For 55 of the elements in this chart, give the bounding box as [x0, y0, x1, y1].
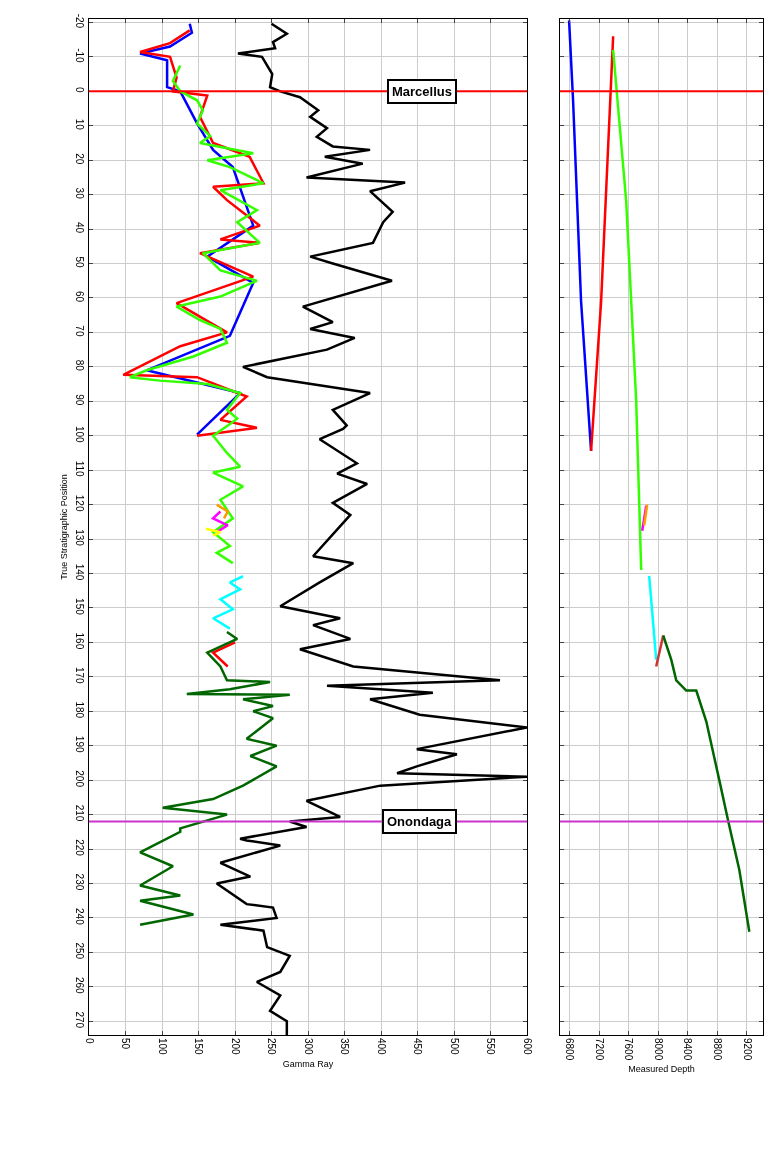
y-tick-label: -20 — [74, 13, 85, 29]
y-tick-label: 170 — [74, 666, 85, 685]
y-tick-label: 40 — [74, 222, 85, 234]
x-tick-label: 450 — [412, 1038, 424, 1056]
x-tick-label: 8800 — [711, 1038, 723, 1061]
x-tick-label: 50 — [120, 1038, 132, 1050]
y-tick-label: 140 — [74, 563, 85, 581]
y-tick-label: 150 — [74, 598, 85, 616]
y-tick-label: 160 — [74, 632, 85, 650]
x-tick-label: 350 — [339, 1038, 351, 1056]
y-tick-label: 100 — [74, 425, 85, 444]
y-tick-label: 260 — [74, 976, 85, 995]
y-tick-label: 130 — [74, 529, 85, 547]
y-tick-label: 200 — [74, 770, 85, 788]
x-tick-label: 8000 — [652, 1038, 664, 1061]
y-tick-label: 250 — [74, 942, 85, 960]
x-tick-label: 9200 — [741, 1038, 753, 1061]
ref-line-label: Marcellus — [392, 84, 452, 99]
x-axis-title: Measured Depth — [628, 1064, 695, 1075]
y-axis-title: True Stratigraphic Position — [59, 474, 70, 580]
y-tick-label: 90 — [74, 394, 85, 406]
y-tick-label: 190 — [74, 735, 85, 753]
x-axis-title: Gamma Ray — [282, 1058, 334, 1069]
ref-line-label: Onondaga — [387, 814, 453, 829]
y-tick-label: 180 — [74, 701, 85, 719]
y-tick-label: 210 — [74, 804, 85, 822]
x-tick-label: 550 — [485, 1038, 497, 1056]
y-tick-label: 60 — [74, 290, 85, 303]
y-tick-label: 10 — [74, 118, 85, 131]
y-tick-label: 80 — [74, 359, 85, 372]
x-tick-label: 7200 — [593, 1038, 605, 1061]
y-tick-label: 230 — [74, 873, 85, 891]
x-tick-label: 0 — [83, 1038, 95, 1044]
x-tick-label: 150 — [193, 1038, 205, 1056]
x-tick-label: 200 — [229, 1038, 241, 1056]
x-tick-label: 8400 — [682, 1038, 694, 1061]
y-tick-label: -10 — [74, 48, 85, 64]
x-tick-label: 100 — [156, 1038, 168, 1056]
y-tick-label: 50 — [74, 256, 85, 269]
x-tick-label: 300 — [302, 1038, 314, 1056]
x-tick-label: 400 — [375, 1038, 387, 1056]
x-tick-label: 600 — [521, 1038, 533, 1056]
y-tick-label: 120 — [74, 494, 85, 512]
x-tick-label: 500 — [448, 1038, 460, 1056]
y-tick-label: 110 — [74, 460, 85, 478]
y-tick-label: 70 — [74, 325, 85, 337]
x-tick-label: 250 — [266, 1038, 278, 1056]
y-tick-label: 30 — [74, 187, 85, 200]
y-tick-label: 220 — [74, 839, 85, 857]
y-tick-label: 240 — [74, 908, 85, 926]
x-tick-label: 7600 — [623, 1038, 635, 1061]
y-tick-label: 270 — [74, 1011, 85, 1029]
y-tick-label: 0 — [74, 87, 85, 94]
x-tick-label: 6800 — [564, 1038, 576, 1061]
y-tick-label: 20 — [74, 153, 85, 165]
